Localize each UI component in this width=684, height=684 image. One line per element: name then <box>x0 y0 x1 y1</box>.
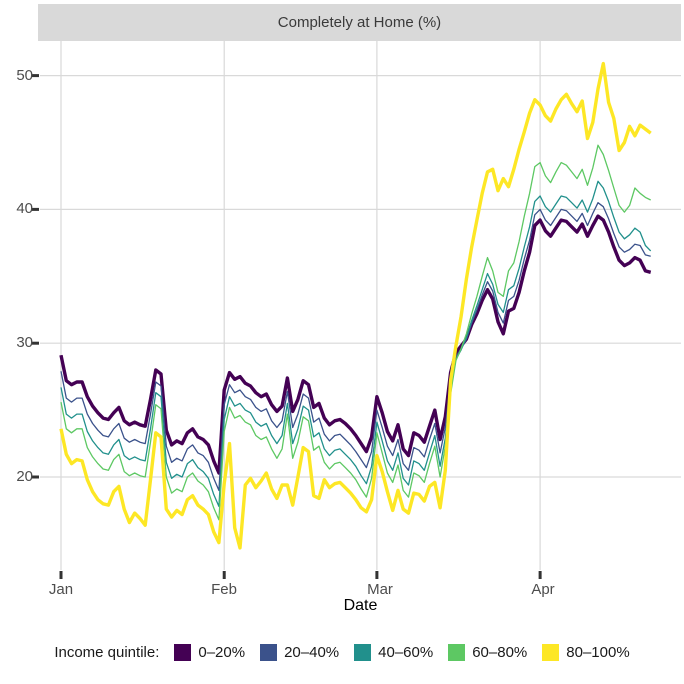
legend-swatch-0-20-icon <box>174 644 192 661</box>
legend-item-40-60: 40–60% <box>354 644 433 661</box>
x-axis-title: Date <box>343 597 378 614</box>
y-tick-label-20: 20 <box>16 468 33 485</box>
legend: Income quintile: 0–20% 20–40% 40–60% 60–… <box>0 644 684 661</box>
x-tick-label-jan: Jan <box>48 581 74 598</box>
legend-label-80-100: 80–100% <box>566 644 630 661</box>
facet-strip-title: Completely at Home (%) <box>38 4 681 41</box>
series-line-80-100- <box>59 61 652 550</box>
y-tick-label-30: 30 <box>16 334 33 351</box>
legend-swatch-40-60-icon <box>354 644 372 661</box>
legend-label-20-40: 20–40% <box>284 644 340 661</box>
series-line-20-40- <box>60 202 651 492</box>
legend-swatch-20-40-icon <box>260 644 278 661</box>
y-tick-label-40: 40 <box>16 200 33 217</box>
legend-item-0-20: 0–20% <box>174 644 245 661</box>
chart-title: Completely at Home (%) <box>277 14 442 31</box>
x-tick-label-mar: Mar <box>367 581 393 598</box>
series-line-60-80- <box>60 144 651 521</box>
legend-swatch-60-80-icon <box>448 644 466 661</box>
series-line-40-60- <box>60 180 652 508</box>
legend-label-60-80: 60–80% <box>472 644 528 661</box>
legend-title: Income quintile: <box>54 644 160 661</box>
legend-item-60-80: 60–80% <box>448 644 527 661</box>
legend-item-80-100: 80–100% <box>542 644 630 661</box>
x-tick-label-feb: Feb <box>211 581 237 598</box>
x-tick-label-apr: Apr <box>531 581 555 598</box>
series-line-0-20- <box>59 214 652 475</box>
legend-item-20-40: 20–40% <box>260 644 339 661</box>
legend-label-40-60: 40–60% <box>378 644 434 661</box>
y-tick-label-50: 50 <box>16 67 33 84</box>
legend-label-0-20: 0–20% <box>198 644 246 661</box>
legend-swatch-80-100-icon <box>542 644 560 661</box>
